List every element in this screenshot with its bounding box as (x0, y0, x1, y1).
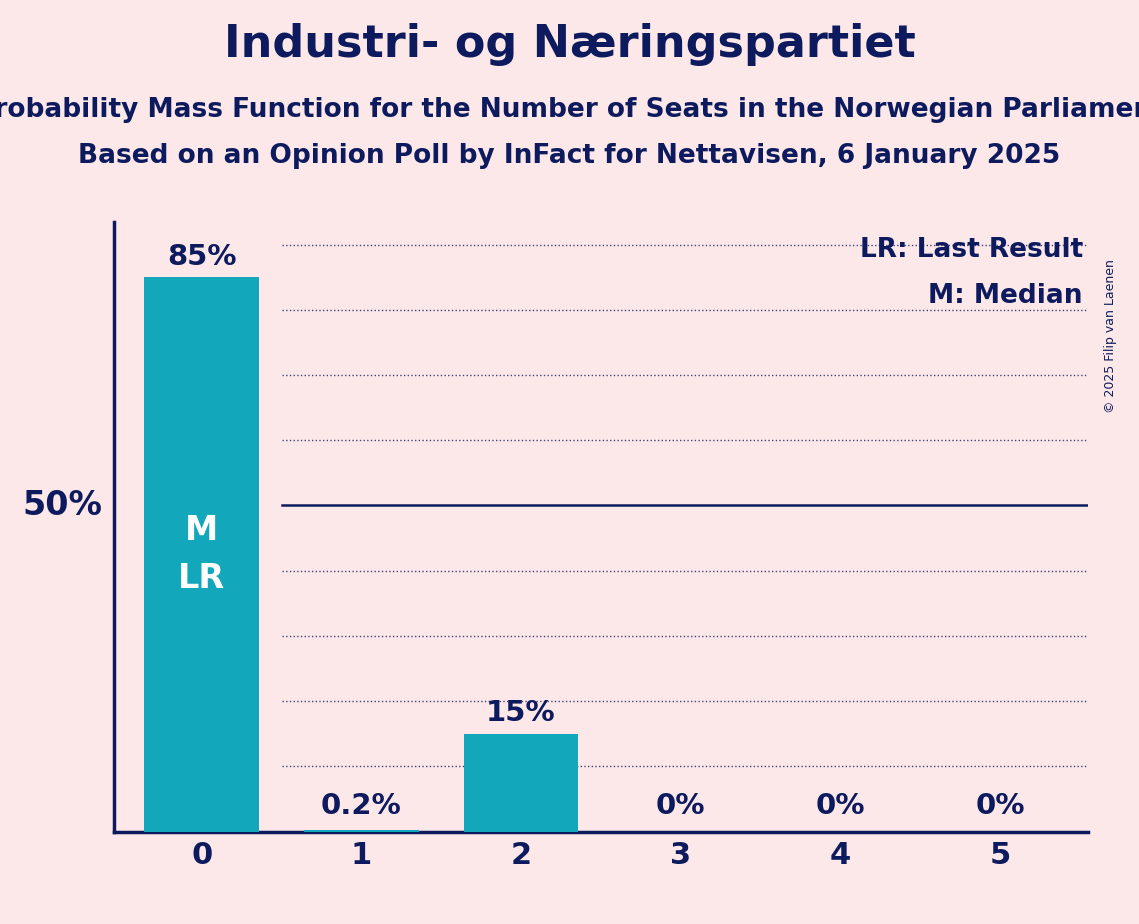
Text: LR: Last Result: LR: Last Result (860, 237, 1083, 263)
Text: 15%: 15% (486, 699, 556, 727)
Text: Based on an Opinion Poll by InFact for Nettavisen, 6 January 2025: Based on an Opinion Poll by InFact for N… (79, 143, 1060, 169)
Bar (145, 277, 260, 832)
Text: 0.2%: 0.2% (321, 792, 402, 820)
Text: Probability Mass Function for the Number of Seats in the Norwegian Parliament: Probability Mass Function for the Number… (0, 97, 1139, 123)
Text: M
LR: M LR (178, 514, 226, 595)
Text: 85%: 85% (167, 243, 237, 271)
Text: 0%: 0% (656, 792, 705, 820)
Text: 50%: 50% (23, 489, 103, 522)
Bar (304, 831, 419, 832)
Text: Industri- og Næringspartiet: Industri- og Næringspartiet (223, 23, 916, 67)
Text: M: Median: M: Median (928, 283, 1083, 309)
Text: © 2025 Filip van Laenen: © 2025 Filip van Laenen (1104, 259, 1117, 413)
Text: 0%: 0% (816, 792, 865, 820)
Text: 0%: 0% (975, 792, 1025, 820)
Bar (464, 734, 579, 832)
